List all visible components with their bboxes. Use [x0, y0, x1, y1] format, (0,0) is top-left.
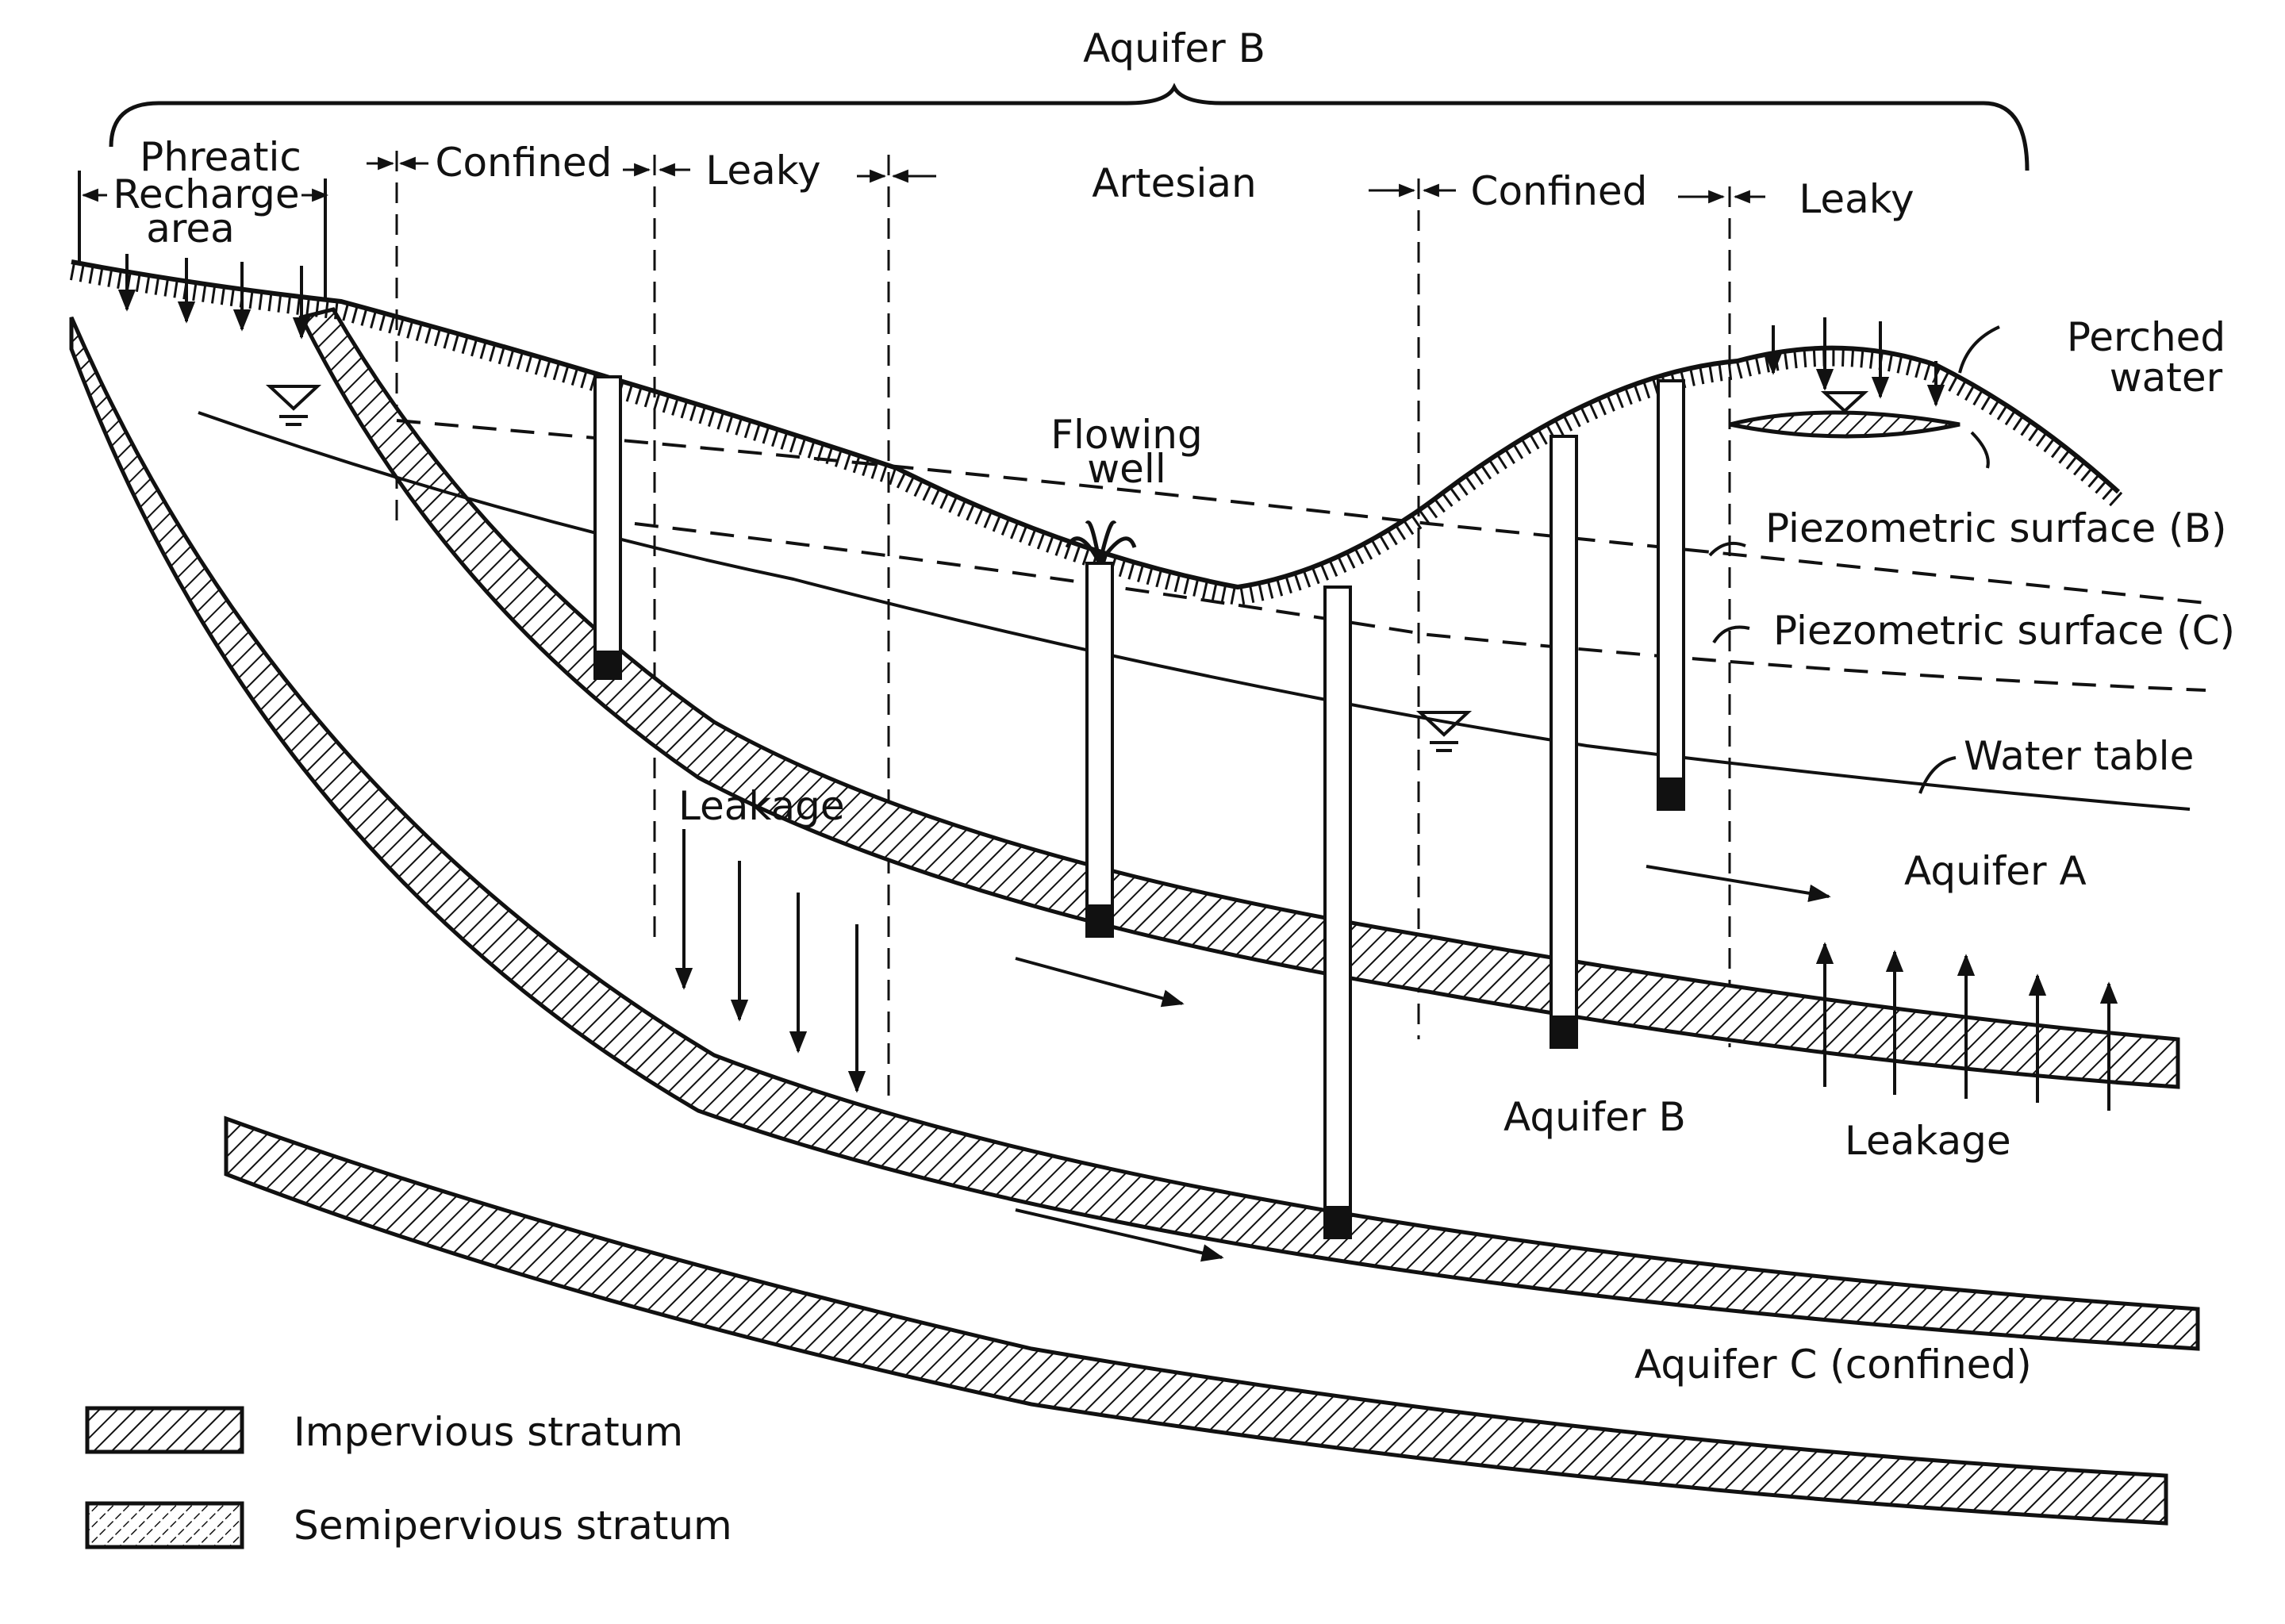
aquifer-c-upper-stratum [69, 317, 2200, 1351]
flow-arrows [1015, 865, 1831, 1262]
well-1 [593, 375, 622, 680]
flowing-well-fountain [1065, 520, 1137, 565]
aquifer-b-label: Aquifer B [1503, 1094, 1686, 1140]
ground-surface-hatching [69, 263, 2125, 606]
perched-water-label-line1: Perched [2067, 314, 2225, 360]
well-5 [1657, 379, 1685, 811]
piezometric-surface-c-label: Piezometric surface (C) [1773, 608, 2235, 654]
legend-semipervious-swatch [85, 1501, 244, 1549]
legend-semipervious-label: Semipervious stratum [294, 1503, 732, 1549]
zone-confined-right: Confined [1471, 168, 1648, 214]
leakage-arrows-right [1815, 942, 2118, 1111]
well-flowing [1085, 562, 1114, 938]
zone-artesian: Artesian [1092, 160, 1256, 206]
piezometric-surface-c-line [634, 522, 2206, 692]
zone-confined-left: Confined [436, 140, 613, 186]
aquifer-c-lower-stratum [224, 1115, 2168, 1526]
piezometric-surface-b-line [396, 419, 2206, 605]
recharge-arrows [117, 254, 1945, 407]
zone-recharge-line2: area [146, 205, 235, 251]
water-table-label: Water table [1964, 733, 2194, 779]
leakage-left-label: Leakage [678, 783, 845, 829]
zone-phreatic: Phreatic [140, 134, 301, 180]
flowing-well-label-line2: well [1087, 446, 1166, 492]
aquifer-b-title: Aquifer B [1083, 25, 1265, 71]
aquifer-b-brace [109, 83, 2030, 171]
leakage-right-label: Leakage [1845, 1118, 2011, 1164]
perched-water-lens [1729, 410, 1960, 439]
legend-impervious-label: Impervious stratum [294, 1409, 683, 1455]
zone-recharge-line1: Recharge [113, 171, 299, 217]
well-4 [1550, 435, 1578, 1049]
well-3 [1323, 585, 1352, 1239]
aquifer-b-upper-stratum [298, 307, 2180, 1089]
perched-water-label-line2: water [2110, 355, 2223, 401]
zone-leaky-left: Leaky [705, 148, 820, 194]
legend: Impervious stratum Semipervious stratum [85, 1406, 732, 1549]
piezometric-surface-b-label: Piezometric surface (B) [1765, 505, 2226, 551]
well-screens [595, 651, 1684, 1238]
zone-width-arrows [81, 156, 1765, 204]
aquifer-c-label: Aquifer C (confined) [1634, 1342, 2032, 1388]
aquifer-a-label: Aquifer A [1904, 848, 2087, 894]
leakage-arrows-left [674, 829, 866, 1093]
ground-surface [71, 259, 2121, 590]
water-level-symbols [265, 385, 1869, 752]
legend-impervious-swatch [85, 1406, 244, 1454]
water-table-line [198, 411, 2191, 811]
flowing-well-label-line1: Flowing [1050, 412, 1202, 458]
zone-leaky-right: Leaky [1799, 176, 1914, 222]
leader-lines [1708, 325, 2000, 794]
